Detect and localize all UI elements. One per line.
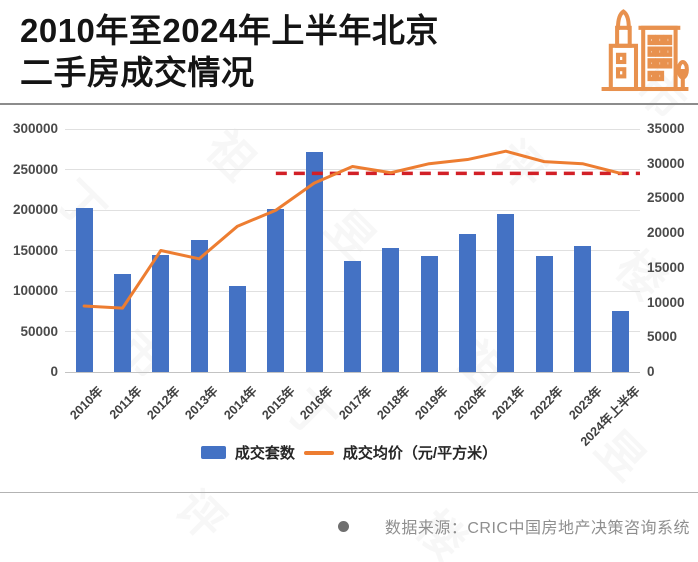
left-axis-tick: 250000 xyxy=(12,161,58,177)
line-series-svg xyxy=(82,149,640,310)
x-axis-tick: 2015年 xyxy=(259,383,298,423)
watermark-glyph: 评 xyxy=(166,480,236,550)
gridline xyxy=(65,371,640,373)
header-divider xyxy=(0,103,698,105)
chart-legend: 成交套数 成交均价（元/平方米） xyxy=(0,442,698,463)
right-axis-tick: 35000 xyxy=(647,121,685,136)
right-axis-tick: 15000 xyxy=(647,259,685,275)
right-axis-tick: 25000 xyxy=(647,190,685,206)
x-axis-tick: 2020年 xyxy=(450,383,490,423)
right-axis-tick: 30000 xyxy=(647,155,685,171)
legend-bar-label: 成交套数 xyxy=(234,445,295,462)
bar-2012年 xyxy=(152,254,170,372)
x-axis-tick: 2014年 xyxy=(220,383,260,423)
right-axis-labels: 35000 30000 25000 20000 15000 10000 5000 0 xyxy=(647,121,697,379)
bar-2011年 xyxy=(114,274,131,372)
x-axis-tick: 2021年 xyxy=(489,383,528,423)
left-axis-tick: 300000 xyxy=(12,121,58,136)
right-axis-tick: 5000 xyxy=(647,329,678,345)
legend-line-swatch xyxy=(303,450,334,455)
bar-2015年 xyxy=(267,209,285,372)
x-axis-tick: 2017年 xyxy=(335,383,375,423)
gridline xyxy=(65,209,640,211)
bar-2010年 xyxy=(75,207,93,372)
title-line-1: 2010年至2024年上半年北京 xyxy=(20,12,439,49)
right-axis-tick: 10000 xyxy=(647,294,685,310)
title-line-2: 二手房成交情况 xyxy=(20,54,255,91)
footer-divider xyxy=(0,492,698,493)
left-axis-labels: 300000 250000 200000 150000 100000 50000 0 xyxy=(0,121,58,379)
x-axis-tick: 2012年 xyxy=(144,383,183,423)
gridline xyxy=(65,128,640,130)
bar-2017年 xyxy=(344,261,361,372)
bar-2013年 xyxy=(190,239,208,372)
right-axis-tick: 20000 xyxy=(647,225,685,241)
bar-2019年 xyxy=(420,256,438,372)
left-axis-tick: 0 xyxy=(50,364,58,379)
x-axis-tick: 2013年 xyxy=(182,383,221,423)
footer: 数据来源：CRIC中国房地产决策咨询系统 xyxy=(337,514,690,538)
page-title: 2010年至2024年上半年北京 二手房成交情况 xyxy=(20,10,439,94)
bar-2020年 xyxy=(459,234,476,372)
left-axis-tick: 150000 xyxy=(12,242,58,258)
x-axis-tick: 2011年 xyxy=(106,383,145,422)
x-axis-tick: 2018年 xyxy=(374,383,413,423)
legend-bar-swatch xyxy=(200,446,226,459)
plot-area xyxy=(65,128,640,373)
x-axis-tick: 2010年 xyxy=(67,383,106,423)
bar-2016年 xyxy=(305,151,323,372)
x-axis-tick: 2019年 xyxy=(412,383,451,423)
right-axis-tick: 0 xyxy=(647,364,655,379)
gridline xyxy=(65,250,640,251)
bar-2021年 xyxy=(497,214,515,372)
bar-2014年 xyxy=(229,286,246,372)
left-axis-tick: 50000 xyxy=(20,323,58,339)
legend-line-label: 成交均价（元/平方米） xyxy=(342,445,498,462)
x-axis-tick: 2022年 xyxy=(527,383,566,423)
data-source-text: 数据来源：CRIC中国房地产决策咨询系统 xyxy=(384,520,690,537)
buildings-icon xyxy=(601,9,689,92)
left-axis-tick: 200000 xyxy=(12,202,58,217)
bullet-icon xyxy=(337,520,349,532)
bar-2022年 xyxy=(535,256,553,372)
price-line xyxy=(82,149,623,310)
bar-2024年上半年 xyxy=(612,311,630,372)
bar-2018年 xyxy=(382,248,400,372)
bar-2023年 xyxy=(574,245,591,372)
x-axis-tick: 2016年 xyxy=(297,383,336,423)
gridline xyxy=(65,169,640,170)
left-axis-tick: 100000 xyxy=(12,283,58,298)
